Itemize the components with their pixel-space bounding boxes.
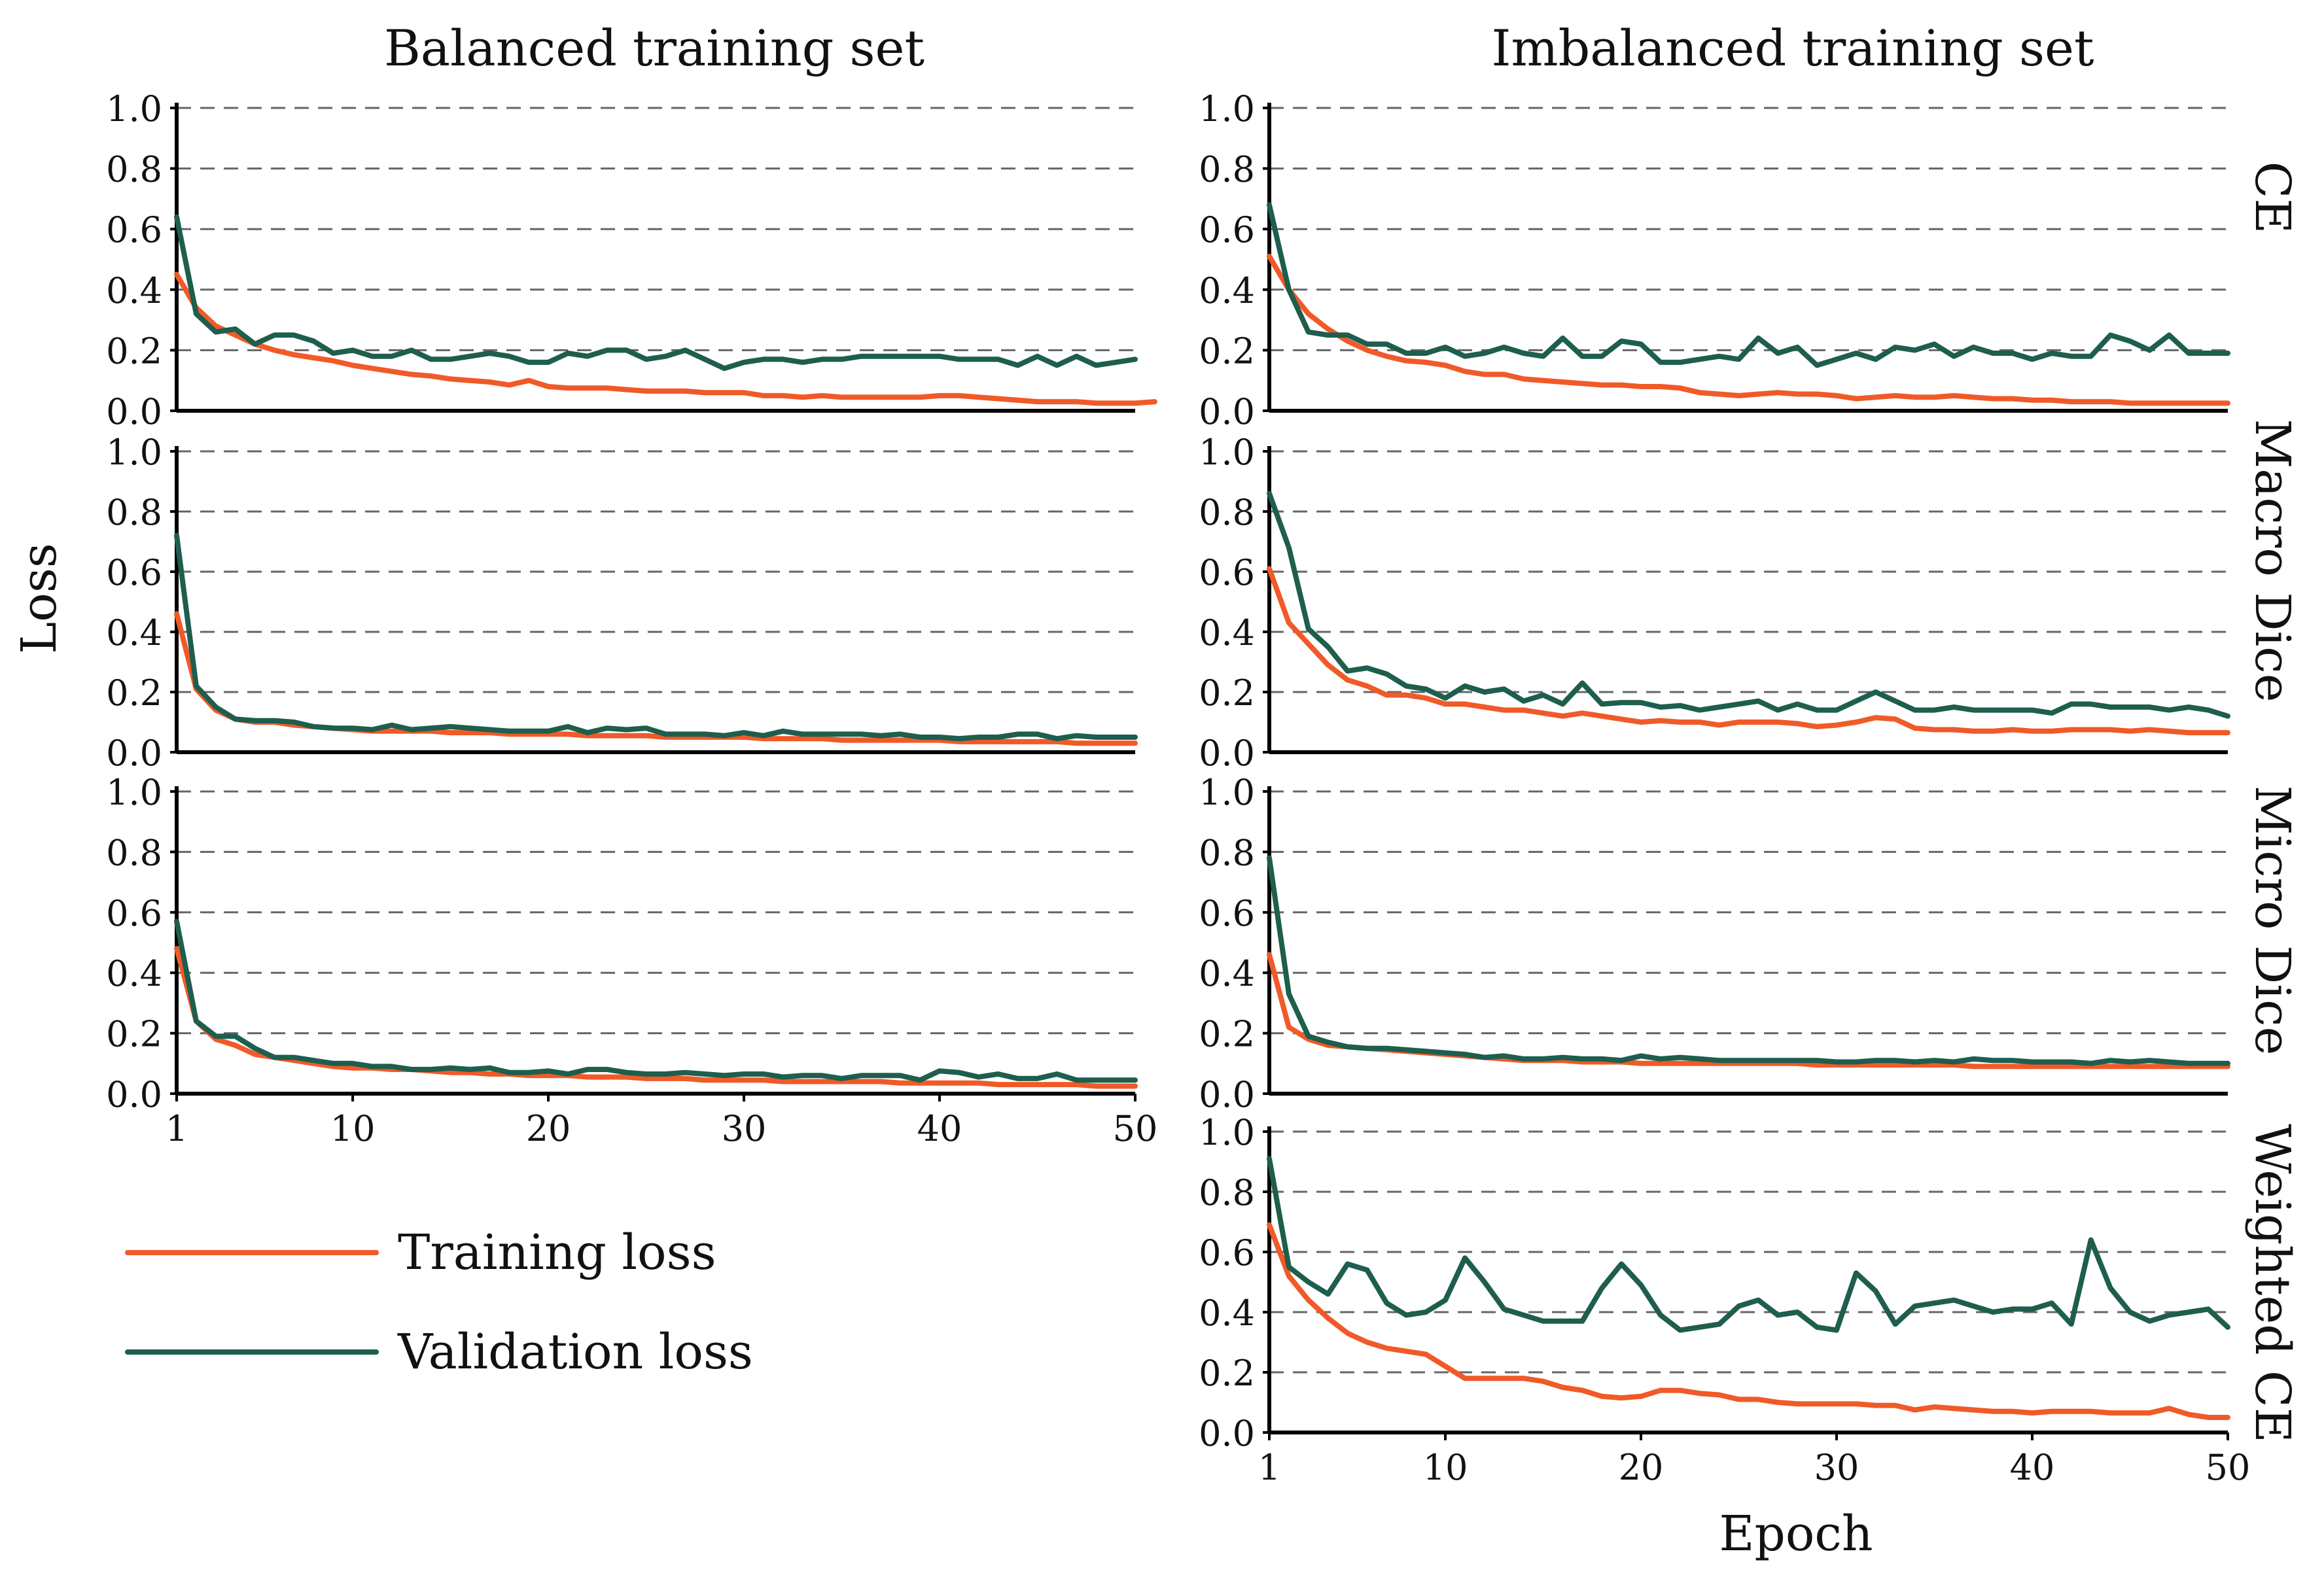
chart-panel-6: 0.0 0.2 0.4 0.6 0.8 1.0 1 10 20 30 40 50	[1199, 1112, 2250, 1488]
y-tick-label: 0.2	[1199, 672, 1255, 714]
y-tick-label: 0.6	[106, 893, 162, 934]
y-tick-label: 1.0	[106, 432, 162, 473]
y-tick-label: 0.2	[1199, 330, 1255, 372]
chart-panel-2: 0.0 0.2 0.4 0.6 0.8 1.0	[106, 432, 1138, 774]
training-loss-line	[1267, 253, 2230, 406]
training-loss-line	[174, 271, 1157, 406]
y-tick-label: 0.0	[1199, 1413, 1255, 1454]
legend: Training loss Validation loss	[125, 1224, 753, 1380]
x-tick-label: 30	[1814, 1447, 1859, 1488]
training-loss-line	[1267, 1222, 2230, 1420]
y-tick-label: 0.8	[1199, 492, 1255, 533]
x-axis-label: Epoch	[1719, 1506, 1873, 1562]
x-tick-label: 20	[1619, 1447, 1664, 1488]
x-tick-label: 20	[526, 1108, 571, 1149]
y-tick-label: 1.0	[106, 772, 162, 813]
chart-panel-1: 0.0 0.2 0.4 0.6 0.8 1.0	[1199, 88, 2230, 432]
y-tick-label: 1.0	[106, 88, 162, 130]
y-tick-label: 0.8	[106, 832, 162, 873]
y-tick-label: 0.2	[1199, 1014, 1255, 1055]
x-tick-label: 50	[1113, 1108, 1158, 1149]
y-tick-label: 0.6	[106, 209, 162, 251]
validation-loss-line	[1267, 491, 2230, 719]
training-loss-line	[174, 946, 1138, 1089]
y-tick-label: 0.6	[1199, 893, 1255, 934]
x-tick-label: 1	[1258, 1447, 1280, 1488]
y-axis-label: Loss	[11, 543, 67, 654]
x-tick-label: 10	[1423, 1447, 1468, 1488]
y-tick-label: 1.0	[1199, 772, 1255, 813]
y-tick-label: 1.0	[1199, 88, 1255, 130]
validation-loss-line	[1267, 202, 2230, 368]
y-tick-label: 0.2	[106, 1014, 162, 1055]
y-tick-label: 0.4	[1199, 1293, 1255, 1334]
y-tick-label: 0.4	[106, 270, 162, 311]
validation-loss-line	[1267, 855, 2230, 1066]
validation-loss-line	[174, 918, 1138, 1083]
x-tick-label: 40	[2010, 1447, 2055, 1488]
row-label-macro-dice: Macro Dice	[2244, 419, 2300, 702]
y-tick-label: 0.8	[106, 492, 162, 533]
chart-panel-4: 0.0 0.2 0.4 0.6 0.8 1.0 1 10 20 30 40 50	[106, 772, 1157, 1149]
column-title-balanced: Balanced training set	[384, 19, 924, 77]
x-tick-label: 1	[166, 1108, 188, 1149]
y-tick-label: 0.0	[106, 733, 162, 774]
y-tick-label: 1.0	[1199, 1112, 1255, 1153]
y-tick-label: 0.6	[1199, 1232, 1255, 1274]
training-loss-line	[1267, 566, 2230, 736]
y-tick-label: 0.8	[1199, 832, 1255, 873]
y-tick-label: 0.0	[1199, 733, 1255, 774]
y-tick-label: 0.6	[106, 552, 162, 593]
y-tick-label: 0.0	[106, 391, 162, 432]
y-tick-label: 0.0	[1199, 1074, 1255, 1115]
y-tick-label: 0.8	[1199, 1172, 1255, 1213]
y-tick-label: 0.4	[1199, 612, 1255, 653]
x-tick-label: 30	[722, 1108, 767, 1149]
training-loss-line	[174, 611, 1138, 746]
y-tick-label: 0.2	[1199, 1353, 1255, 1394]
y-tick-label: 0.6	[1199, 552, 1255, 593]
y-tick-label: 0.2	[106, 330, 162, 372]
y-tick-label: 0.6	[1199, 209, 1255, 251]
legend-label-training: Training loss	[398, 1224, 716, 1281]
validation-loss-line	[174, 214, 1138, 372]
row-label-micro-dice: Micro Dice	[2244, 786, 2300, 1056]
row-label-weighted-ce: Weighted CE	[2244, 1124, 2300, 1443]
y-tick-label: 0.4	[1199, 953, 1255, 994]
x-tick-label: 50	[2206, 1447, 2251, 1488]
y-tick-label: 0.4	[106, 953, 162, 994]
legend-label-validation: Validation loss	[397, 1324, 753, 1380]
column-title-imbalanced: Imbalanced training set	[1492, 19, 2094, 77]
chart-panel-0: 0.0 0.2 0.4 0.6 0.8 1.0	[106, 88, 1157, 432]
row-label-ce: CE	[2244, 162, 2300, 234]
y-tick-label: 1.0	[1199, 432, 1255, 473]
y-tick-label: 0.8	[1199, 149, 1255, 190]
y-tick-label: 0.8	[106, 149, 162, 190]
y-tick-label: 0.4	[106, 612, 162, 653]
chart-panel-3: 0.0 0.2 0.4 0.6 0.8 1.0	[1199, 432, 2230, 774]
x-tick-label: 40	[917, 1108, 962, 1149]
x-tick-label: 10	[330, 1108, 376, 1149]
validation-loss-line	[1267, 1156, 2230, 1333]
y-tick-label: 0.0	[106, 1074, 162, 1115]
y-tick-label: 0.0	[1199, 391, 1255, 432]
y-tick-label: 0.4	[1199, 270, 1255, 311]
validation-loss-line	[174, 532, 1138, 742]
y-tick-label: 0.2	[106, 672, 162, 714]
chart-panel-5: 0.0 0.2 0.4 0.6 0.8 1.0	[1199, 772, 2230, 1115]
